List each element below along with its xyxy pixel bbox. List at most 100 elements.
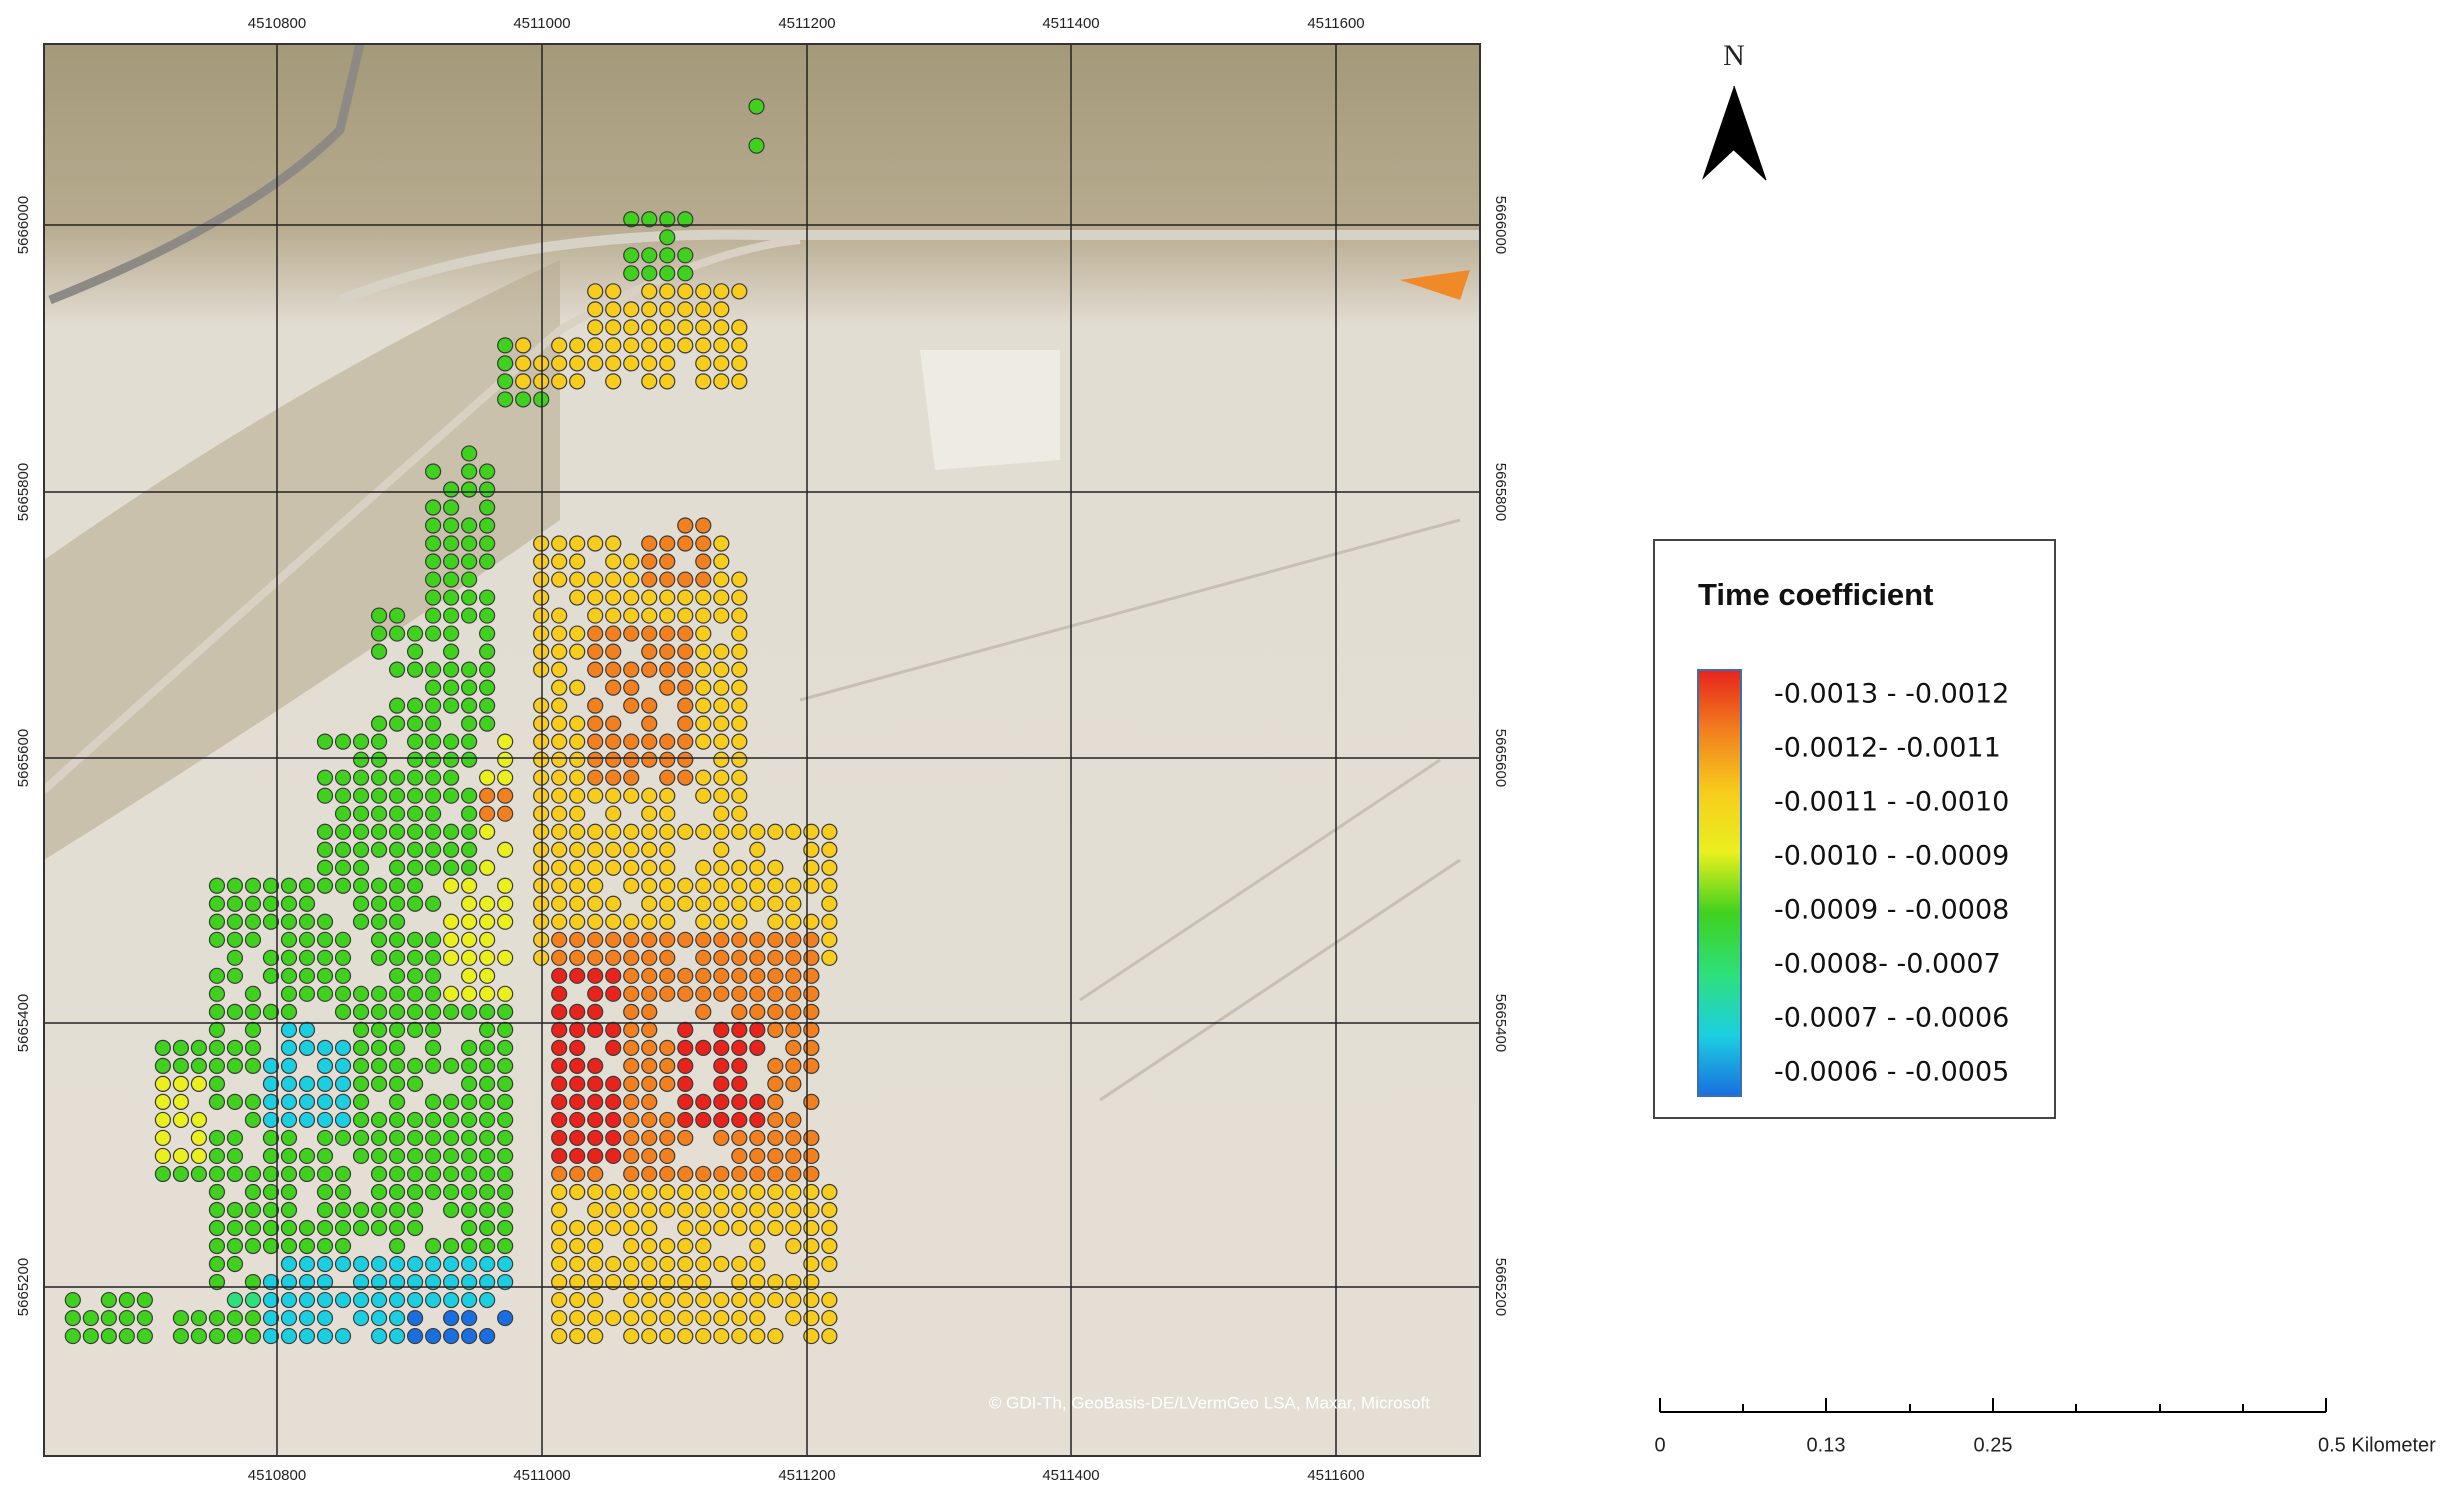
point: [208, 1219, 226, 1237]
point: [785, 1147, 802, 1165]
point: [713, 1075, 730, 1092]
point: [388, 967, 406, 984]
point: [370, 841, 388, 858]
point: [713, 301, 730, 318]
point: [677, 967, 694, 984]
point: [551, 553, 568, 570]
point: [623, 1111, 640, 1129]
point: [388, 1255, 406, 1273]
point: [731, 355, 748, 372]
point: [551, 1309, 568, 1327]
point: [659, 1309, 676, 1327]
point: [551, 913, 568, 930]
point: [370, 643, 388, 660]
point: [713, 841, 730, 858]
point: [406, 1327, 424, 1345]
point: [569, 823, 586, 840]
point: [82, 1309, 99, 1327]
point: [641, 1129, 658, 1147]
point: [803, 1129, 820, 1147]
point: [569, 589, 586, 606]
point: [461, 481, 478, 498]
point: [569, 751, 586, 768]
point: [370, 823, 388, 840]
point: [533, 877, 550, 894]
point: [569, 1273, 586, 1291]
point: [136, 1291, 153, 1309]
point: [551, 373, 568, 390]
point: [497, 1165, 514, 1183]
point: [479, 931, 496, 948]
point: [587, 1273, 604, 1291]
point: [749, 1129, 766, 1147]
point: [388, 1309, 406, 1327]
point: [641, 1039, 658, 1056]
point: [623, 571, 640, 588]
point: [208, 1039, 226, 1056]
point: [641, 949, 658, 966]
point: [352, 733, 370, 750]
point: [713, 373, 730, 390]
point: [424, 1021, 442, 1038]
point: [208, 1237, 226, 1255]
point: [334, 859, 352, 876]
point: [424, 841, 442, 858]
point: [316, 913, 334, 930]
point: [424, 787, 442, 804]
point: [497, 1201, 514, 1219]
point: [587, 1219, 604, 1237]
point: [424, 517, 442, 534]
point: [244, 1327, 262, 1345]
point: [551, 337, 568, 354]
point: [767, 1003, 784, 1020]
point: [641, 1219, 658, 1237]
point: [461, 445, 478, 462]
point: [569, 553, 586, 570]
point: [370, 1309, 388, 1327]
point: [713, 1291, 730, 1309]
point: [659, 1057, 676, 1074]
point: [569, 337, 586, 354]
point: [821, 1291, 838, 1309]
point: [352, 859, 370, 876]
point: [497, 355, 514, 372]
point: [749, 1039, 766, 1056]
point: [803, 1327, 820, 1345]
point: [731, 1039, 748, 1056]
point: [605, 679, 622, 696]
point: [749, 931, 766, 948]
point: [443, 571, 460, 588]
point: [551, 1165, 568, 1183]
point: [731, 1021, 748, 1038]
point: [280, 1057, 298, 1074]
point: [262, 949, 280, 966]
point: [461, 841, 478, 858]
point: [352, 805, 370, 822]
point: [316, 823, 334, 840]
point: [479, 1003, 496, 1020]
point: [695, 553, 712, 570]
point: [533, 607, 550, 624]
legend-label: -0.0011 - -0.0010: [1774, 787, 2009, 818]
point: [515, 373, 532, 390]
point: [370, 895, 388, 912]
point: [280, 1237, 298, 1255]
point: [821, 859, 838, 876]
point: [659, 643, 676, 660]
point: [731, 679, 748, 696]
scale-label: 0.25: [1974, 1434, 2013, 1456]
y-grid-label: 5666000: [15, 196, 32, 254]
point: [388, 1201, 406, 1219]
point: [316, 1093, 334, 1111]
point: [569, 1021, 586, 1038]
point: [641, 715, 658, 732]
point: [479, 949, 496, 966]
point: [587, 1309, 604, 1327]
point: [605, 931, 622, 948]
point: [370, 1147, 388, 1165]
point: [226, 1291, 244, 1309]
point: [605, 589, 622, 606]
point: [443, 1237, 460, 1255]
point: [551, 769, 568, 786]
point: [443, 841, 460, 858]
